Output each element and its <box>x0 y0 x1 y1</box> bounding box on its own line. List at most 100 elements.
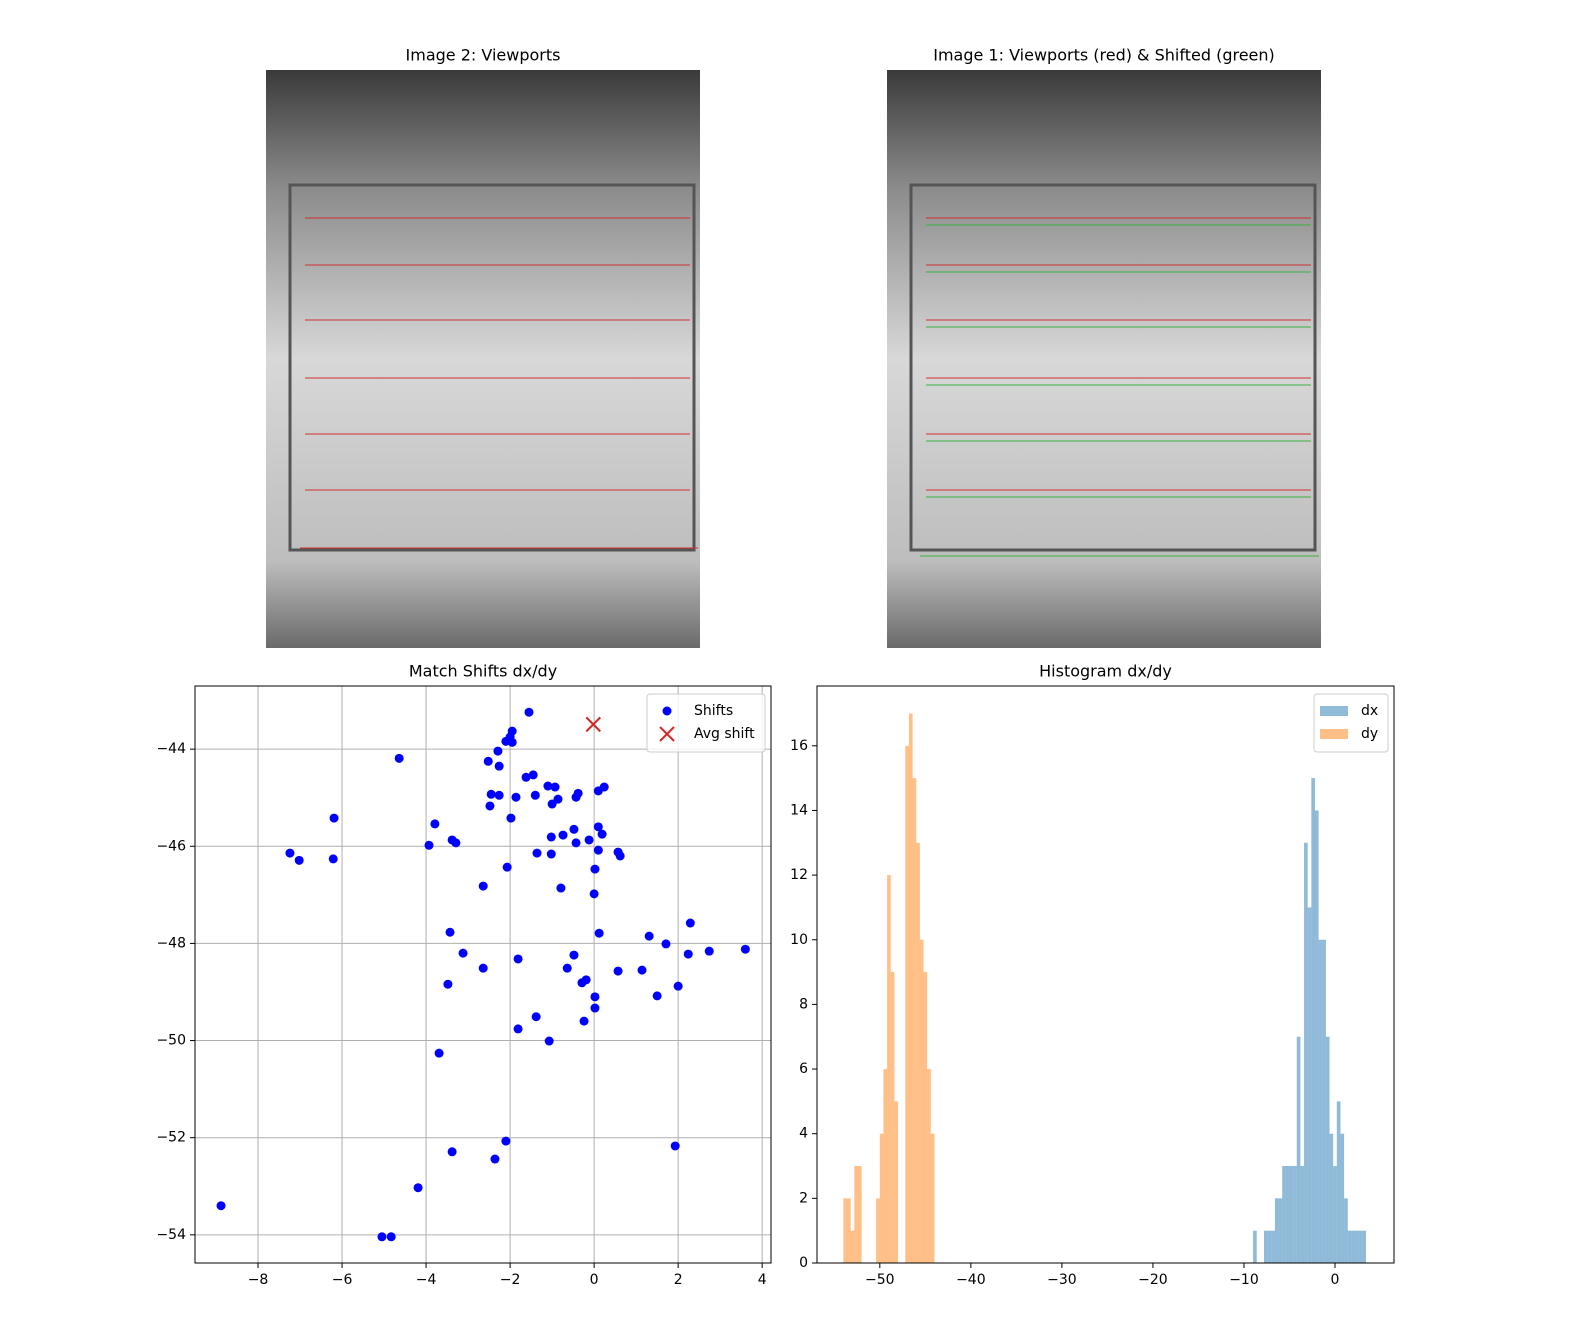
x-tick-label: 0 <box>1331 1272 1340 1288</box>
point <box>478 963 488 973</box>
hist-bar <box>1329 1133 1334 1263</box>
y-tick-label: 8 <box>799 996 808 1012</box>
point <box>558 830 568 840</box>
hist-bar <box>1311 778 1315 1263</box>
y-tick-label: 10 <box>790 932 808 948</box>
x-tick-label: −30 <box>1047 1272 1077 1288</box>
point <box>434 1048 444 1058</box>
legend-marker <box>662 706 672 716</box>
hist-bar <box>1296 1036 1301 1263</box>
legend: dx dy <box>1313 693 1389 753</box>
legend-swatch <box>1320 706 1348 716</box>
chart-panel: Match Shifts dx/dy −8 −6 −4 −2 0 2 4 −54 −52 −50 −4… <box>156 662 772 1288</box>
photo <box>266 70 700 648</box>
hist-bar <box>1318 939 1323 1263</box>
viewports <box>300 217 698 549</box>
chart-title: Match Shifts dx/dy <box>409 662 557 681</box>
hist-bar <box>1267 1230 1272 1263</box>
hist-bar <box>1336 1101 1341 1263</box>
point <box>661 939 671 949</box>
point <box>329 813 339 823</box>
x-tick-label: −50 <box>865 1272 895 1288</box>
y-tick-label: −50 <box>156 1033 186 1049</box>
point <box>490 1154 500 1164</box>
y-tick-label: −48 <box>156 935 186 951</box>
point <box>478 881 488 891</box>
point <box>501 1136 511 1146</box>
hist-bar <box>843 1198 848 1263</box>
hist-bar <box>1263 1230 1268 1263</box>
photo <box>887 70 1321 648</box>
point <box>485 801 495 811</box>
point <box>445 927 455 937</box>
hist-bar <box>930 1133 935 1263</box>
hist-bar <box>883 1069 888 1263</box>
point <box>670 1141 680 1151</box>
fridge-frame <box>909 183 1317 552</box>
hist-bar <box>1282 1166 1286 1263</box>
point <box>377 1232 387 1242</box>
point <box>430 819 440 829</box>
hist-bar <box>1333 1166 1337 1263</box>
image-title: Image 1: Viewports (red) & Shifted (gree… <box>933 46 1275 65</box>
fridge-frame <box>288 183 696 552</box>
point <box>584 835 594 845</box>
point <box>683 949 693 959</box>
hist-bar <box>1340 1133 1345 1263</box>
point <box>704 946 714 956</box>
point <box>530 790 540 800</box>
point <box>486 789 496 799</box>
hist-bar <box>894 1101 899 1263</box>
x-tick-label: −10 <box>1229 1272 1259 1288</box>
point <box>493 746 503 756</box>
hist-bar <box>876 1198 880 1263</box>
hist-bar <box>923 972 928 1263</box>
point <box>740 944 750 954</box>
y-tick-label: 0 <box>799 1255 808 1271</box>
chart-panel: Histogram dx/dy −50 −40 −30 −20 −10 0 0 2 4 6 8 10 12… <box>790 662 1395 1288</box>
point <box>528 770 538 780</box>
y-tick-label: −44 <box>156 741 186 757</box>
hist-bar <box>1322 939 1326 1263</box>
point <box>594 928 604 938</box>
point <box>502 862 512 872</box>
hist-bar <box>1278 1198 1283 1263</box>
point <box>562 963 572 973</box>
point <box>216 1201 226 1211</box>
hist-bar <box>1293 1166 1297 1263</box>
hist-bar <box>919 939 924 1263</box>
point <box>494 761 504 771</box>
point <box>577 978 587 988</box>
point <box>615 851 625 861</box>
point <box>413 1183 423 1193</box>
legend-swatch <box>1320 729 1348 739</box>
point <box>506 813 516 823</box>
hist-bar <box>890 972 895 1263</box>
x-tick-label: 4 <box>758 1272 767 1288</box>
axes-frame <box>816 685 1395 1264</box>
hist-bar <box>879 1133 884 1263</box>
x-tick-label: 0 <box>590 1272 599 1288</box>
point <box>613 966 623 976</box>
point <box>531 1012 541 1022</box>
point <box>544 1036 554 1046</box>
point <box>513 1024 523 1034</box>
point <box>673 981 683 991</box>
y-tick-label: 14 <box>790 802 808 818</box>
point <box>424 840 434 850</box>
hist-bar <box>1347 1230 1352 1263</box>
point <box>394 753 404 763</box>
hist-bar <box>1314 810 1319 1263</box>
hist-bar <box>1271 1230 1275 1263</box>
hist-bar <box>1325 1036 1330 1263</box>
image-title: Image 2: Viewports <box>406 46 561 65</box>
legend-label: dx <box>1361 703 1378 719</box>
axes-frame <box>194 685 772 1264</box>
point <box>590 864 600 874</box>
point <box>579 1016 589 1026</box>
point <box>593 786 603 796</box>
x-tick-label: −4 <box>416 1272 437 1288</box>
point <box>543 781 553 791</box>
hist-bar <box>912 778 917 1263</box>
point <box>458 948 468 958</box>
